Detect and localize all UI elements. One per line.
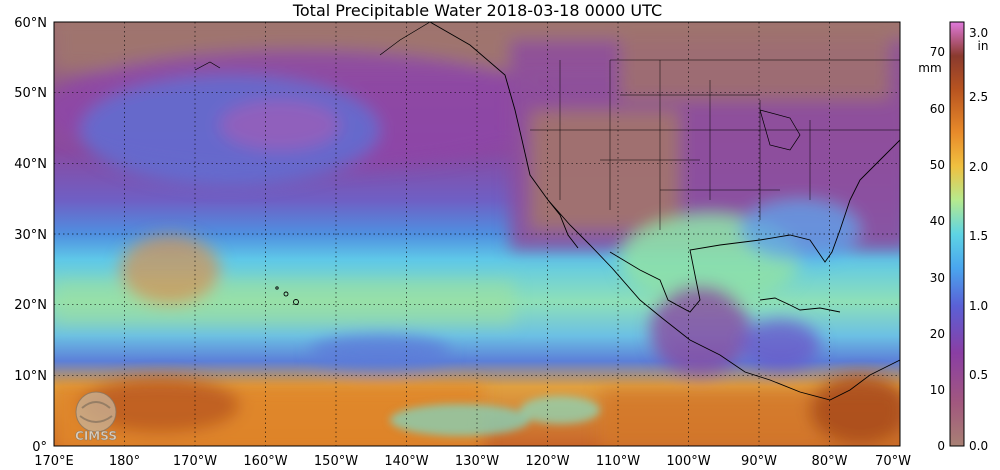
colorbar-in-unit: in [978,39,989,53]
lon-label: 120°W [525,454,569,469]
colorbar-in-ticks: 0.0 0.5 1.0 1.5 2.0 2.5 3.0 [969,26,988,453]
lon-label: 90°W [741,454,777,469]
mm-tick: 20 [930,327,945,341]
lon-label: 70°W [875,454,911,469]
lon-label: 160°W [243,454,287,469]
lon-label: 170°E [34,454,74,469]
mm-tick: 70 [930,45,945,59]
globe-icon [76,392,116,432]
lat-label: 0° [32,440,47,455]
colorbar-mm-ticks: 0 10 20 30 40 50 60 70 [930,45,945,453]
logo-text: CIMSS [75,429,117,443]
mm-tick: 30 [930,271,945,285]
graticule [54,22,900,446]
colorbar-gradient [949,21,965,447]
cimss-logo: CIMSS [75,391,117,443]
map-title: Total Precipitable Water 2018-03-18 0000… [292,1,663,20]
colorbar-mm-unit: mm [918,61,941,75]
in-tick: 2.5 [969,90,988,104]
in-tick: 3.0 [969,26,988,40]
coastlines [194,22,900,401]
lat-label: 30°N [14,228,47,243]
in-tick: 0.5 [969,368,988,382]
map-frame [53,21,901,447]
mm-tick: 40 [930,214,945,228]
mm-tick: 0 [937,439,945,453]
lon-label: 110°W [596,454,640,469]
lat-label: 20°N [14,298,47,313]
lat-label: 10°N [14,369,47,384]
lon-label: 100°W [666,454,710,469]
colorbar: mm in 0 10 20 30 40 50 60 70 0.0 0.5 1.0… [918,21,989,453]
lon-label: 140°W [384,454,428,469]
longitude-axis: 170°E 180° 170°W 160°W 150°W 140°W 130°W… [34,454,911,469]
in-tick: 2.0 [969,160,988,174]
lon-label: 170°W [173,454,217,469]
lat-label: 60°N [14,16,47,31]
lon-label: 80°W [812,454,848,469]
mm-tick: 50 [930,158,945,172]
in-tick: 0.0 [969,439,988,453]
lat-label: 50°N [14,86,47,101]
in-tick: 1.0 [969,299,988,313]
mm-tick: 10 [930,383,945,397]
latitude-axis: 0° 10°N 20°N 30°N 40°N 50°N 60°N [14,16,47,455]
lon-label: 130°W [455,454,499,469]
in-tick: 1.5 [969,229,988,243]
lon-label: 150°W [314,454,358,469]
mm-tick: 60 [930,102,945,116]
lon-label: 180° [109,454,140,469]
lat-label: 40°N [14,157,47,172]
